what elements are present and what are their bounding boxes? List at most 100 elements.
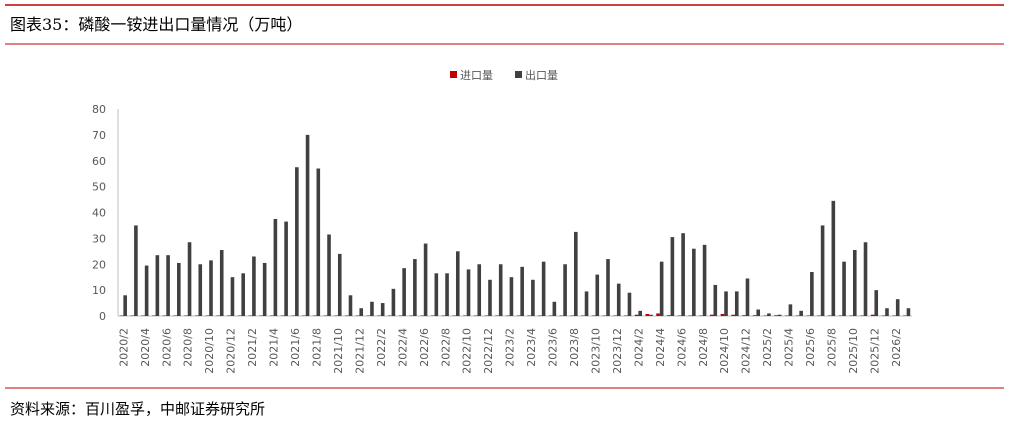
bar — [627, 292, 632, 316]
bar — [262, 262, 267, 316]
bar — [230, 277, 235, 316]
x-tick-label: 2021/12 — [353, 328, 366, 374]
bar — [291, 315, 296, 316]
x-tick-label: 2020/12 — [225, 328, 238, 374]
x-tick-label: 2022/10 — [461, 328, 474, 374]
bar — [209, 260, 213, 316]
bar — [194, 315, 199, 316]
bar — [119, 315, 124, 316]
bar — [495, 315, 499, 316]
bar — [280, 315, 285, 316]
bar — [756, 309, 761, 316]
bar — [734, 291, 739, 316]
bar — [455, 251, 460, 316]
bar — [552, 301, 557, 316]
bar — [498, 264, 503, 316]
bar — [452, 315, 456, 316]
bar — [709, 314, 714, 316]
bar — [799, 310, 803, 316]
bar — [645, 313, 650, 316]
bar — [134, 225, 138, 316]
y-tick-label: 70 — [92, 129, 106, 142]
bar — [391, 288, 396, 316]
bar — [656, 313, 660, 316]
bar — [806, 315, 811, 316]
x-tick-label: 2025/4 — [783, 328, 796, 367]
legend-swatch — [450, 71, 457, 78]
bar — [831, 200, 836, 316]
bar — [434, 273, 439, 316]
bar — [423, 243, 428, 316]
bar — [151, 315, 156, 316]
bar — [595, 274, 600, 316]
bar — [634, 314, 639, 316]
bar — [227, 315, 231, 316]
bar — [305, 134, 310, 316]
bar — [895, 299, 900, 316]
bar — [702, 244, 707, 316]
x-tick-label: 2021/10 — [332, 328, 345, 374]
y-tick-label: 0 — [99, 310, 106, 323]
bar — [420, 315, 424, 316]
bar — [666, 315, 671, 316]
x-tick-label: 2026/2 — [890, 328, 903, 367]
bar — [409, 315, 414, 316]
bar — [777, 314, 782, 316]
x-tick-label: 2025/12 — [868, 328, 881, 374]
bar — [574, 231, 578, 316]
bar — [874, 290, 879, 316]
bar — [488, 279, 492, 316]
x-tick-label: 2020/6 — [160, 328, 173, 367]
bar — [198, 264, 203, 316]
bar — [355, 315, 360, 316]
x-tick-label: 2020/8 — [182, 328, 195, 367]
bar — [184, 315, 188, 316]
bar — [144, 265, 149, 316]
bar — [906, 308, 911, 316]
bar — [581, 315, 585, 316]
bar — [852, 250, 857, 316]
bar — [473, 315, 478, 316]
x-tick-label: 2024/6 — [675, 328, 688, 367]
legend-label: 进口量 — [460, 69, 493, 82]
bar — [616, 283, 621, 316]
x-tick-label: 2024/4 — [654, 328, 667, 367]
bar — [820, 225, 825, 316]
bar — [466, 269, 471, 316]
bar — [430, 315, 435, 316]
bar — [123, 295, 127, 316]
bar — [752, 315, 757, 316]
bar — [269, 315, 274, 316]
bar — [849, 315, 853, 316]
bar — [538, 315, 542, 316]
bar — [827, 315, 832, 316]
bar — [248, 315, 253, 316]
bar — [370, 301, 374, 316]
bar — [205, 315, 210, 316]
x-tick-label: 2025/10 — [847, 328, 860, 374]
bar — [742, 315, 746, 316]
bar — [563, 264, 567, 316]
bar — [241, 273, 245, 316]
x-tick-label: 2021/2 — [246, 328, 259, 367]
bar — [359, 308, 364, 316]
x-tick-label: 2022/4 — [396, 328, 409, 367]
bar — [334, 315, 338, 316]
x-tick-label: 2022/12 — [482, 328, 495, 374]
bar — [398, 315, 403, 316]
x-tick-label: 2023/12 — [611, 328, 624, 374]
bar — [445, 273, 449, 316]
bar — [187, 242, 192, 316]
bar — [413, 259, 417, 316]
bar — [177, 262, 181, 316]
bar — [860, 315, 864, 316]
bar — [870, 314, 875, 316]
bar — [252, 256, 256, 316]
bar — [345, 315, 349, 316]
y-tick-label: 20 — [92, 258, 106, 271]
bar — [774, 315, 778, 316]
x-tick-label: 2023/4 — [525, 328, 538, 367]
bar — [681, 233, 685, 316]
